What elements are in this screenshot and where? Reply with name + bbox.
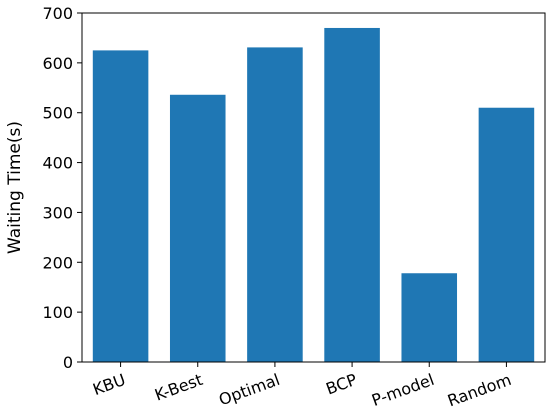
x-tick-label: K-Best — [152, 370, 205, 405]
bar-random — [478, 107, 535, 362]
x-axis: KBU K-Best Optimal BCP P-model Random — [90, 362, 514, 410]
y-tick-label: 600 — [42, 54, 73, 73]
bar-p-model — [401, 273, 458, 362]
bar-optimal — [247, 47, 303, 363]
y-axis-label: Waiting Time(s) — [5, 121, 25, 254]
x-tick-label: P-model — [369, 370, 436, 410]
bar-k-best — [169, 94, 226, 363]
y-tick-label: 400 — [42, 154, 73, 173]
y-axis: 0 100 200 300 400 500 600 700 — [42, 4, 82, 372]
y-tick-label: 300 — [42, 203, 73, 222]
x-tick-label: Optimal — [216, 370, 282, 410]
bar-kbu — [92, 50, 149, 362]
y-tick-label: 700 — [42, 4, 73, 23]
x-tick-label: KBU — [90, 370, 128, 399]
bars-group — [92, 27, 535, 363]
y-tick-label: 200 — [42, 253, 73, 272]
plot-frame — [81, 12, 546, 363]
y-tick-label: 0 — [63, 353, 73, 372]
x-tick-label: BCP — [323, 370, 359, 399]
y-tick-label: 100 — [42, 303, 73, 322]
bar-bcp — [324, 27, 380, 363]
x-tick-label: Random — [445, 370, 514, 411]
y-tick-label: 500 — [42, 104, 73, 123]
